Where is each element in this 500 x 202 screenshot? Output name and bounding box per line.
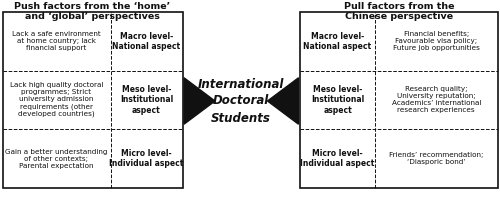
- Text: Push factors from the ‘home’
and ‘global’ perspectives: Push factors from the ‘home’ and ‘global…: [14, 2, 170, 21]
- Polygon shape: [268, 78, 298, 124]
- Bar: [2, 12, 182, 188]
- Text: Pull factors from the
Chinese perspective: Pull factors from the Chinese perspectiv…: [344, 2, 454, 21]
- Text: Lack high quality doctoral
programmes; Strict
university admission
requirements : Lack high quality doctoral programmes; S…: [10, 82, 103, 118]
- Polygon shape: [184, 78, 215, 124]
- Text: Meso level-
Institutional
aspect: Meso level- Institutional aspect: [311, 85, 364, 115]
- Text: Meso level-
Institutional
aspect: Meso level- Institutional aspect: [120, 85, 173, 115]
- Text: International
Doctoral
Students: International Doctoral Students: [198, 78, 284, 124]
- Text: Micro level-
Individual aspect: Micro level- Individual aspect: [300, 149, 374, 168]
- Text: Macro level-
National aspect: Macro level- National aspect: [304, 32, 372, 51]
- Bar: [300, 12, 498, 188]
- Text: Friends’ recommendation;
‘Diasporic bond’: Friends’ recommendation; ‘Diasporic bond…: [389, 152, 484, 165]
- Text: Micro level-
Individual aspect: Micro level- Individual aspect: [110, 149, 184, 168]
- Text: Research quality;
University reputation;
Academics’ international
research exper: Research quality; University reputation;…: [392, 86, 481, 114]
- Text: Macro level-
National aspect: Macro level- National aspect: [112, 32, 180, 51]
- Text: Financial benefits;
Favourable visa policy;
Future job opportunities: Financial benefits; Favourable visa poli…: [393, 31, 480, 52]
- Text: Lack a safe environment
at home country; lack
financial support: Lack a safe environment at home country;…: [12, 31, 101, 52]
- Text: Gain a better understanding
of other contexts;
Parental expectation: Gain a better understanding of other con…: [5, 148, 108, 169]
